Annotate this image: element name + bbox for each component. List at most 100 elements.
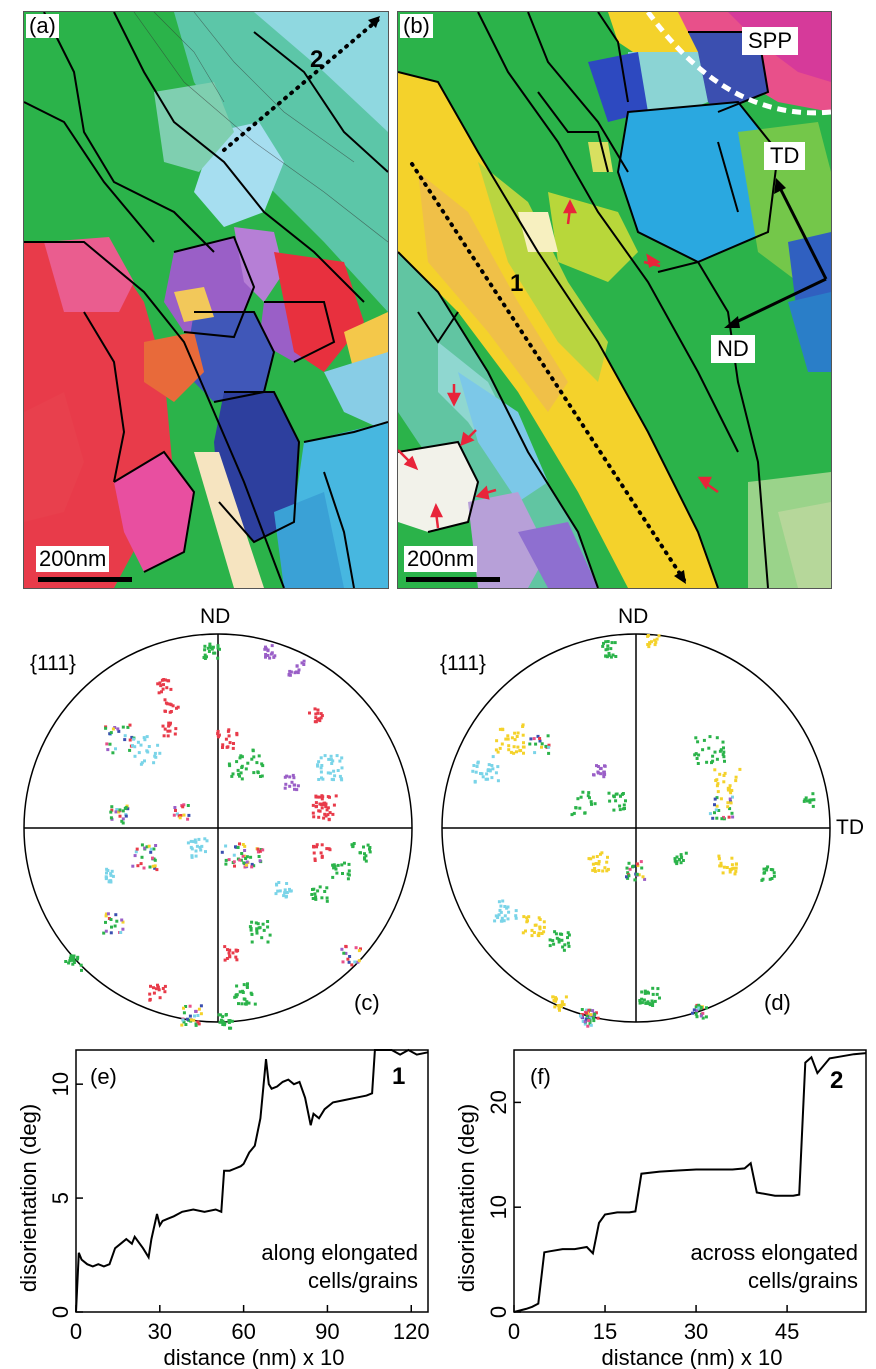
pole-point [513, 738, 517, 742]
pole-point [318, 795, 322, 799]
pole-point [148, 998, 152, 1002]
pole-point [340, 766, 344, 770]
pole-point [631, 864, 635, 868]
x-tick-label: 120 [393, 1319, 430, 1344]
pole-point [555, 997, 558, 1001]
pole-point [195, 844, 199, 848]
pole-point [184, 1005, 188, 1008]
pole-point [250, 920, 254, 924]
pole-point [260, 936, 264, 940]
pole-point [514, 909, 518, 913]
pole-point [294, 670, 298, 674]
pole-point [199, 848, 203, 852]
pole-point [216, 729, 220, 733]
pole-point [322, 816, 326, 820]
pole-point [621, 792, 625, 795]
pole-point [512, 745, 516, 749]
pole-point [701, 1016, 705, 1020]
pole-point [587, 1008, 591, 1012]
pole-point [114, 810, 118, 814]
pole-point [272, 655, 276, 659]
pole-point [332, 769, 336, 773]
pole-point [331, 875, 335, 879]
pole-point [227, 728, 231, 732]
pole-point [308, 711, 311, 715]
pole-point [766, 865, 770, 869]
pole-point [293, 787, 296, 791]
pole-point [556, 1004, 560, 1007]
pole-point [500, 916, 504, 920]
pole-point [313, 720, 317, 724]
pole-point [505, 906, 509, 910]
pole-point [471, 769, 475, 773]
pole-point [734, 869, 738, 873]
pole-point [332, 778, 335, 782]
pole-point [202, 656, 206, 659]
pole-point [636, 864, 640, 868]
pole-point [643, 991, 647, 995]
pole-point [231, 951, 235, 955]
pole-point [583, 811, 587, 815]
disorientation-line [75, 1048, 429, 1313]
pole-point [158, 751, 162, 755]
pole-point [121, 920, 125, 924]
pole-point [161, 987, 165, 990]
pole-point [261, 764, 265, 768]
pole-figure-d [438, 630, 838, 1030]
pole-point [143, 738, 147, 742]
pole-point [674, 860, 678, 864]
pole-point [186, 804, 190, 807]
pole-point [254, 921, 258, 925]
pole-point [551, 939, 555, 943]
pole-point [707, 746, 711, 750]
pole-point [149, 850, 153, 854]
pole-point [530, 934, 534, 938]
pole-point [803, 798, 807, 802]
pole-point [153, 858, 157, 862]
pole-point [811, 792, 815, 796]
pole-point [722, 780, 726, 784]
pole-point [474, 770, 478, 774]
pole-point [251, 749, 255, 753]
pole-point [551, 995, 555, 999]
pole-point [502, 919, 506, 923]
pole-point [288, 775, 292, 779]
pole-point [591, 1009, 595, 1013]
pole-point [187, 813, 191, 817]
pole-point [722, 774, 726, 777]
pole-point [335, 754, 339, 758]
pole-point [216, 646, 220, 650]
pole-point [336, 863, 340, 867]
pole-point [162, 683, 165, 687]
pole-point [585, 1008, 589, 1012]
pole-point [491, 767, 495, 771]
pole-point [153, 751, 157, 755]
pole-point [310, 893, 314, 896]
pole-point [491, 755, 495, 759]
pole-point [496, 916, 500, 919]
pole-point [346, 872, 350, 876]
pole-point [109, 810, 113, 814]
pole-point [72, 954, 76, 958]
pole-point [647, 991, 650, 995]
pole-point [497, 900, 501, 904]
pole-point [601, 869, 605, 873]
pole-point [340, 756, 344, 760]
pole-point [481, 775, 485, 779]
pole-point [537, 931, 541, 935]
pole-point [564, 995, 568, 999]
pole-point [804, 796, 808, 800]
pole-point [182, 1011, 186, 1015]
pole-point [586, 794, 590, 798]
pole-point [194, 849, 198, 853]
pole-point [189, 845, 193, 849]
pole-point [648, 642, 652, 646]
pole-point [188, 1014, 192, 1018]
pole-point [363, 852, 366, 856]
pole-point [529, 737, 533, 741]
pole-point [589, 1023, 593, 1027]
pole-point [235, 731, 239, 735]
pole-point [227, 1021, 231, 1024]
line-1-label-chart: 1 [392, 1063, 405, 1090]
panel-a-label: (a) [26, 14, 59, 38]
